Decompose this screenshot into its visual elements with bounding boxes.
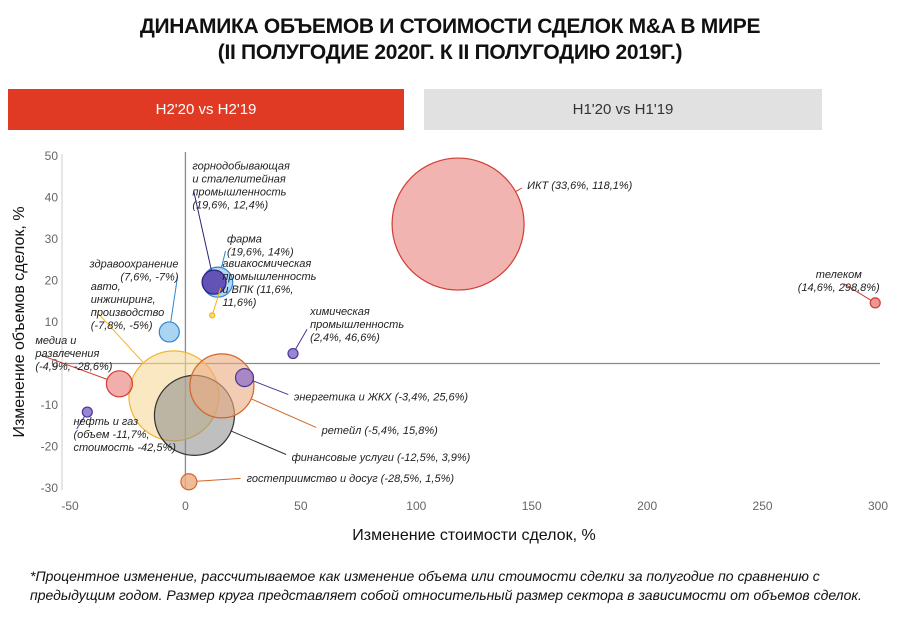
bubble-label: (19,6%, 12,4%) xyxy=(192,200,268,212)
tab-h1-2020[interactable]: H1'20 vs H1'19 xyxy=(424,89,822,130)
bubble-label: энергетика и ЖКХ (-3,4%, 25,6%) xyxy=(294,392,468,404)
chart-title: ДИНАМИКА ОБЪЕМОВ И СТОИМОСТИ СДЕЛОК M&A … xyxy=(0,14,900,66)
y-tick-label: 10 xyxy=(45,315,59,329)
bubble-label: (19,6%, 14%) xyxy=(227,247,294,259)
bubble-label: фарма xyxy=(227,234,262,246)
x-tick-label: 100 xyxy=(406,499,426,513)
bubble xyxy=(158,321,180,343)
bubble-label: телеком xyxy=(816,269,863,281)
y-axis-label: Изменение объемов сделок, % xyxy=(11,206,28,437)
leader-line xyxy=(76,416,86,430)
bubble-label: гостеприимство и досуг (-28,5%, 1,5%) xyxy=(247,473,455,485)
bubble-label: промышленность xyxy=(310,319,404,331)
x-tick-label: 200 xyxy=(637,499,657,513)
leader-line xyxy=(295,329,308,350)
bubble-label: промышленность xyxy=(222,271,316,283)
bubble-label: (7,6%, -7%) xyxy=(120,272,178,284)
bubble-label: (объем -11,7%, xyxy=(73,429,149,441)
x-tick-label: -50 xyxy=(61,499,79,513)
x-axis-label: Изменение стоимости сделок, % xyxy=(352,527,595,544)
chart-title-line1: ДИНАМИКА ОБЪЕМОВ И СТОИМОСТИ СДЕЛОК M&A … xyxy=(139,15,761,38)
y-tick-label: 20 xyxy=(45,274,59,288)
bubble xyxy=(391,157,525,291)
bubble-label: ИКТ (33,6%, 118,1%) xyxy=(527,180,633,192)
bubble xyxy=(180,473,198,491)
bubble xyxy=(234,368,255,388)
tab-h2-2020[interactable]: H2'20 vs H2'19 xyxy=(8,89,404,130)
bubble-label: 11,6%) xyxy=(222,297,256,309)
leader-line xyxy=(212,288,222,314)
leader-line xyxy=(193,190,212,271)
y-tick-label: 40 xyxy=(45,191,59,205)
bubble xyxy=(189,353,255,419)
bubble xyxy=(287,347,299,360)
bubble-label: авиакосмическая xyxy=(222,258,311,270)
x-tick-label: 150 xyxy=(522,499,542,513)
bubble-label: авто, xyxy=(91,281,121,293)
bubble xyxy=(209,312,216,319)
bubble-label: (14,6%, 298,8%) xyxy=(798,282,880,294)
leader-line xyxy=(843,283,872,301)
bubble xyxy=(81,406,93,418)
bubble-label: стоимость -42,5%) xyxy=(73,442,176,454)
y-tick-label: -30 xyxy=(41,481,59,495)
leader-line xyxy=(170,275,179,323)
x-tick-label: 300 xyxy=(868,499,888,513)
leader-line xyxy=(515,187,523,193)
y-tick-label: 50 xyxy=(45,149,59,163)
x-tick-label: 0 xyxy=(182,499,189,513)
y-tick-label: -10 xyxy=(41,398,59,412)
y-tick-label: 0 xyxy=(51,357,58,371)
bubble-label: химическая xyxy=(309,306,370,318)
x-tick-label: 250 xyxy=(753,499,773,513)
chart-title-line2: (II ПОЛУГОДИЕ 2020Г. К II ПОЛУГОДИЮ 2019… xyxy=(217,41,683,64)
bubble-label: и ВПК (11,6%, xyxy=(222,284,293,296)
bubble-label: производство xyxy=(91,307,165,319)
leader-line xyxy=(94,309,144,364)
x-tick-label: 50 xyxy=(294,499,308,513)
bubble-label: ретейл (-5,4%, 15,8%) xyxy=(321,425,438,437)
bubble xyxy=(105,370,134,398)
bubble-label: финансовые услуги (-12,5%, 3,9%) xyxy=(292,452,471,464)
leader-line xyxy=(220,250,227,268)
bubble-label: (-7,8%, -5%) xyxy=(91,320,153,332)
bubble-label: развлечения xyxy=(34,348,99,360)
leader-line xyxy=(196,477,241,482)
bubble-label: инжиниринг, xyxy=(91,294,156,306)
bubble-label: (-4,9%, -28,6%) xyxy=(35,361,112,373)
bubble-label: горнодобывающая xyxy=(192,161,290,173)
y-tick-label: -20 xyxy=(41,440,59,454)
y-tick-label: 30 xyxy=(45,232,59,246)
footnote: *Процентное изменение, рассчитываемое ка… xyxy=(30,568,862,603)
bubble xyxy=(869,297,881,309)
bubble-label: медиа и xyxy=(35,335,76,347)
bubble-label: нефть и газ xyxy=(73,416,138,428)
bubble-chart: -30 -20 -10 0 10 20 30 40 50 -50 0 50 100 150 200 250 30… xyxy=(11,149,888,544)
bubble-label: здравоохранение xyxy=(89,259,179,271)
bubble-label: и сталелитейная xyxy=(192,174,286,186)
leader-line xyxy=(231,430,287,455)
leader-line xyxy=(40,354,108,380)
leader-line xyxy=(252,380,289,396)
bubble-label: промышленность xyxy=(192,187,286,199)
bubble xyxy=(201,269,227,295)
leader-line xyxy=(250,398,317,428)
bubble-label: (2,4%, 46,6%) xyxy=(310,332,380,344)
